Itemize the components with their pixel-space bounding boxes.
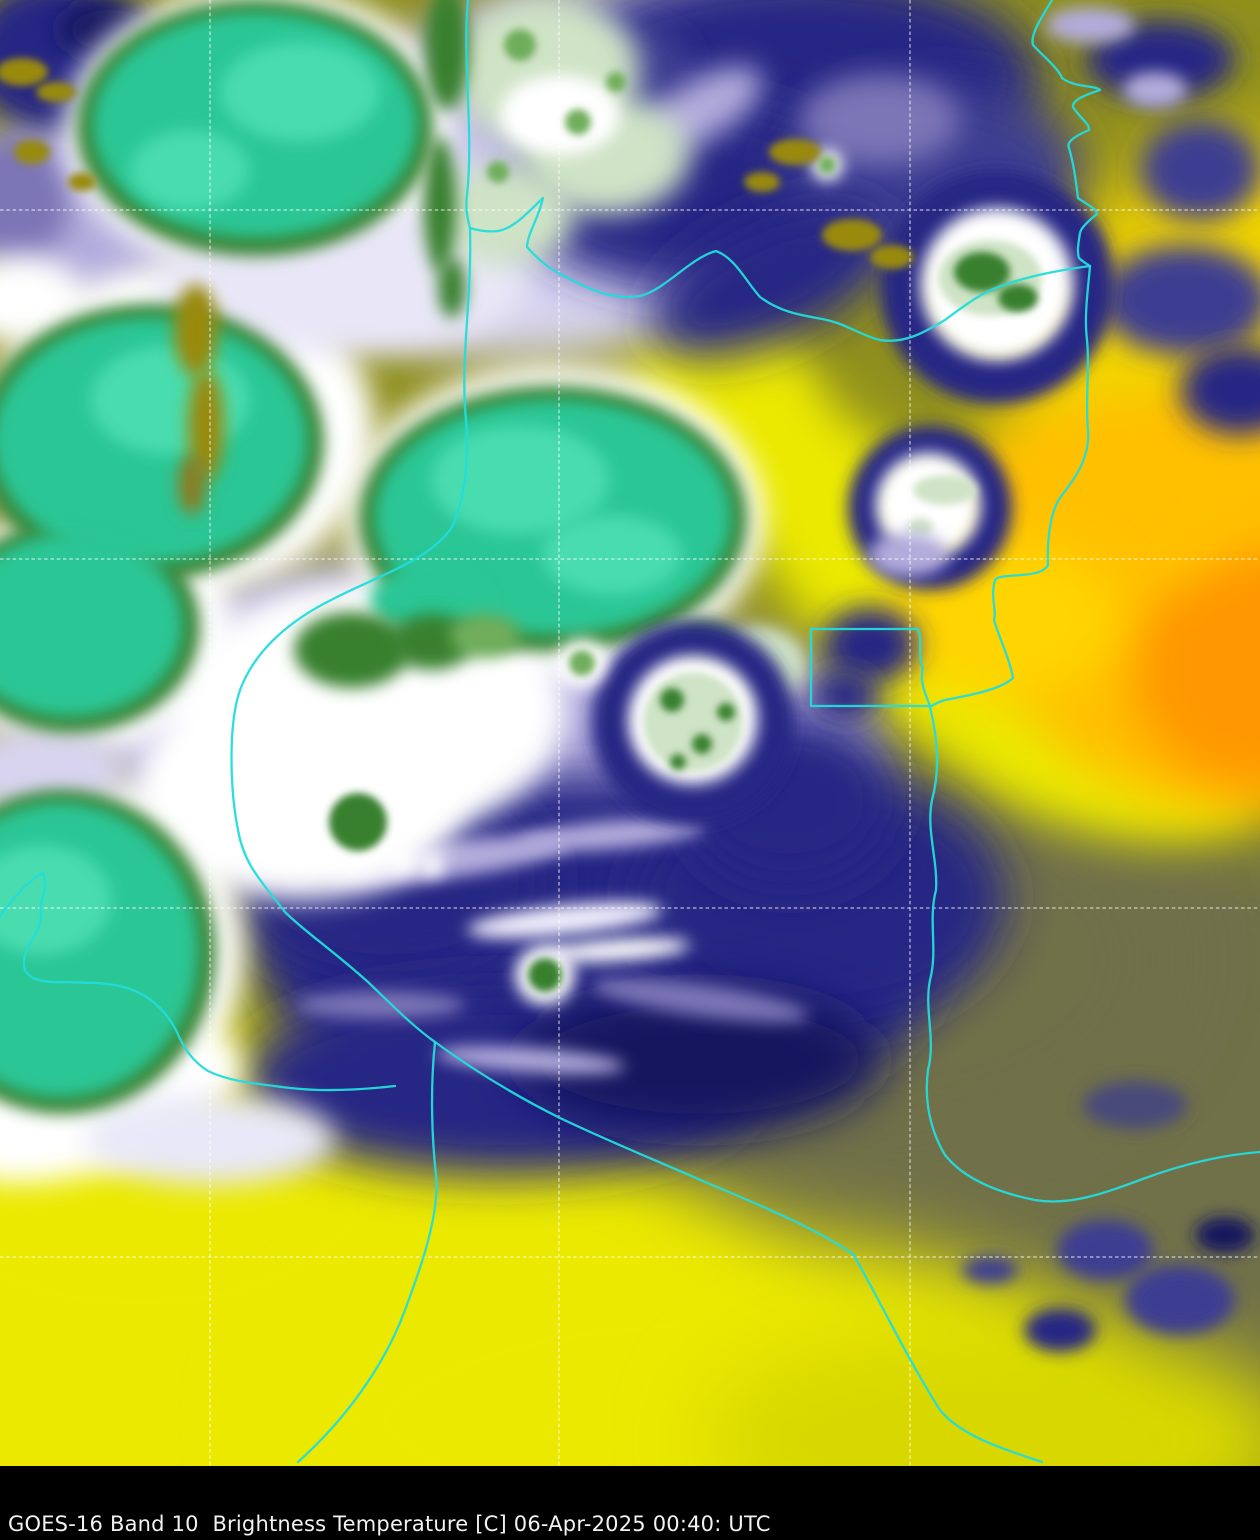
borders — [0, 0, 1260, 1464]
border-path — [433, 1040, 1044, 1464]
graticule — [0, 0, 1260, 1466]
warm-patches — [0, 58, 914, 515]
border-path — [468, 196, 1092, 342]
border-path — [925, 705, 1260, 1203]
border-path — [1031, 0, 1102, 268]
border-path — [0, 871, 397, 1092]
convective-cell-middle — [848, 426, 1012, 590]
border-path — [296, 1040, 438, 1464]
caption-bar: GOES-16 Band 10 Brightness Temperature [… — [0, 1466, 1260, 1540]
border-path — [230, 525, 454, 1044]
convective-cell-south — [591, 621, 795, 825]
small-cloud-cells — [316, 149, 843, 1005]
border-path — [809, 627, 932, 708]
satellite-image — [0, 0, 1260, 1466]
border-path — [928, 264, 1092, 709]
cold-cloud-tops — [0, 0, 805, 1114]
caption-text: GOES-16 Band 10 Brightness Temperature [… — [8, 1512, 771, 1536]
brightness-temperature-map — [0, 0, 1260, 1466]
